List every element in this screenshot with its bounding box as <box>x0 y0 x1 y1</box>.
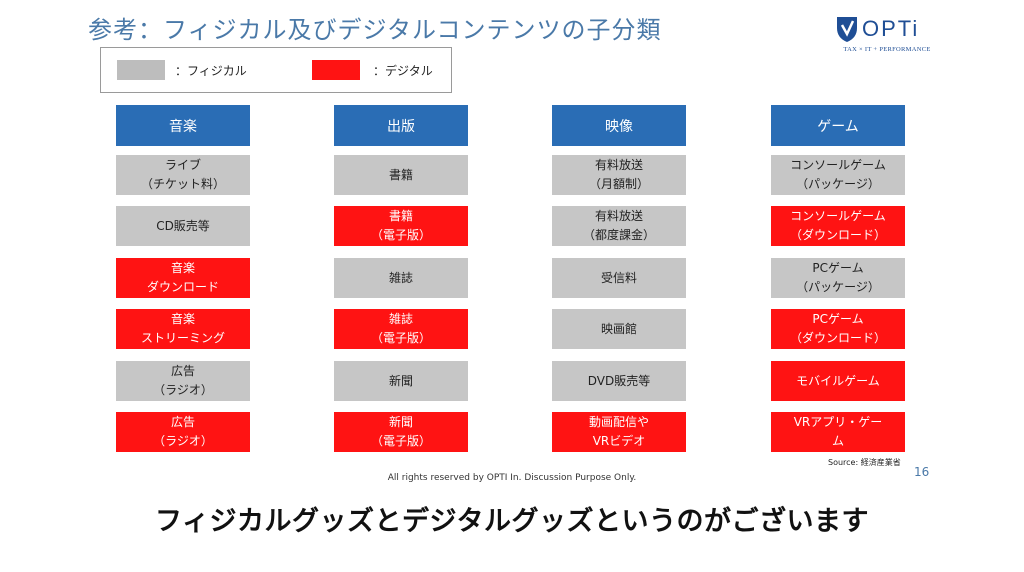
legend-swatch-physical <box>117 60 165 80</box>
source-note: Source: 経済産業省 <box>828 458 901 467</box>
column-header: ゲーム <box>771 105 905 146</box>
physical-item: DVD販売等 <box>552 361 686 401</box>
column-header: 出版 <box>334 105 468 146</box>
physical-item: コンソールゲーム （パッケージ） <box>771 155 905 195</box>
physical-item: 有料放送 （都度課金） <box>552 206 686 246</box>
digital-item: 音楽 ダウンロード <box>116 258 250 298</box>
shield-logo-icon <box>837 17 857 42</box>
column-video: 映像有料放送 （月額制） 有料放送 （都度課金） 受信料映画館 DVD販売等 動画配信や… <box>552 105 686 452</box>
physical-item: 受信料 <box>552 258 686 298</box>
physical-item: 映画館 <box>552 309 686 349</box>
digital-item: 書籍 （電子版） <box>334 206 468 246</box>
digital-item: 雑誌 （電子版） <box>334 309 468 349</box>
column-header: 映像 <box>552 105 686 146</box>
page-number: 16 <box>914 465 930 479</box>
logo-tagline: TAX × IT + PERFORMANCE <box>843 46 931 53</box>
video-subtitle: フィジカルグッズとデジタルグッズというのがございます <box>155 506 869 537</box>
physical-item: ライブ （チケット料） <box>116 155 250 195</box>
digital-item: 動画配信や VRビデオ <box>552 412 686 452</box>
column-publishing: 出版書籍書籍 （電子版） 雑誌雑誌 （電子版） 新聞新聞 （電子版） <box>334 105 468 452</box>
legend: ：フィジカル ：デジタル <box>100 47 452 93</box>
physical-item: CD販売等 <box>116 206 250 246</box>
digital-item: コンソールゲーム （ダウンロード） <box>771 206 905 246</box>
column-music: 音楽ライブ （チケット料） CD販売等音楽 ダウンロード 音楽 ストリーミング 広告 … <box>116 105 250 452</box>
slide-title: 参考：フィジカル及びデジタルコンテンツの子分類 <box>88 16 662 44</box>
physical-item: 新聞 <box>334 361 468 401</box>
legend-label-physical: ：フィジカル <box>175 64 247 78</box>
physical-item: 有料放送 （月額制） <box>552 155 686 195</box>
copyright-footer: All rights reserved by OPTI In. Discussi… <box>387 473 637 483</box>
digital-item: 音楽 ストリーミング <box>116 309 250 349</box>
column-header: 音楽 <box>116 105 250 146</box>
logo-wordmark: OPTi <box>862 16 920 41</box>
legend-label-digital: ：デジタル <box>373 64 433 78</box>
digital-item: モバイルゲーム <box>771 361 905 401</box>
digital-item: VRアプリ・ゲー ム <box>771 412 905 452</box>
digital-item: 新聞 （電子版） <box>334 412 468 452</box>
physical-item: PCゲーム （パッケージ） <box>771 258 905 298</box>
physical-item: 広告 （ラジオ） <box>116 361 250 401</box>
physical-item: 雑誌 <box>334 258 468 298</box>
legend-swatch-digital <box>312 60 360 80</box>
physical-item: 書籍 <box>334 155 468 195</box>
digital-item: PCゲーム （ダウンロード） <box>771 309 905 349</box>
column-game: ゲームコンソールゲーム （パッケージ） コンソールゲーム （ダウンロード） PCゲー… <box>771 105 905 452</box>
opti-logo: OPTi TAX × IT + PERFORMANCE <box>832 12 942 56</box>
digital-item: 広告 （ラジオ） <box>116 412 250 452</box>
